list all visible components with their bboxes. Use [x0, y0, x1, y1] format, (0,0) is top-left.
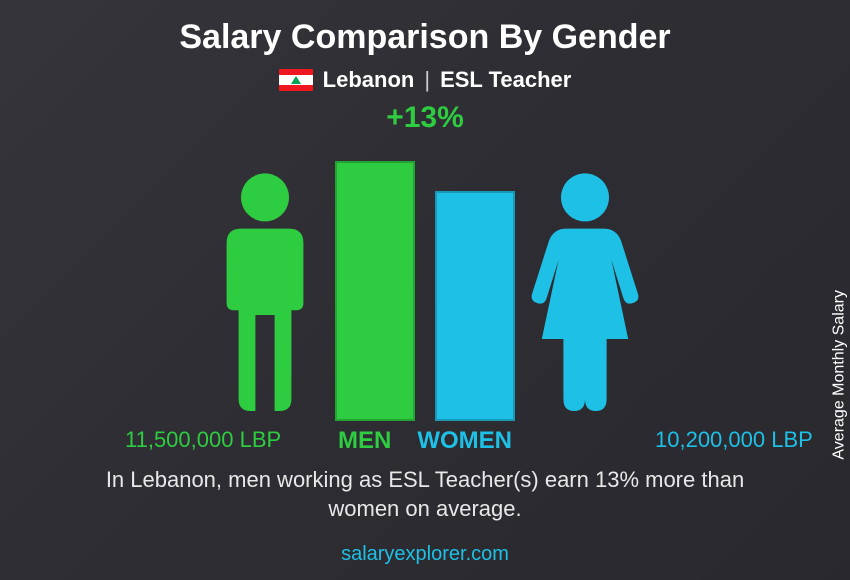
percentage-label: +13%: [386, 101, 464, 135]
flag-icon: [279, 69, 313, 91]
country-label: Lebanon: [323, 67, 415, 93]
separator: |: [424, 67, 430, 93]
bar-women: [435, 191, 515, 421]
women-salary: 10,200,000 LBP: [655, 427, 813, 453]
job-title: ESL Teacher: [440, 67, 571, 93]
bar-group: [335, 161, 515, 421]
men-label: MEN: [338, 427, 391, 455]
women-label: WOMEN: [417, 427, 512, 455]
chart-area: +13% MEN WOMEN 11,500,000 LBP 10,200,000…: [0, 101, 850, 461]
axis-label: Average Monthly Salary: [831, 290, 849, 460]
person-female-icon: [525, 161, 645, 421]
bar-labels: MEN WOMEN: [338, 427, 512, 455]
subtitle-row: Lebanon | ESL Teacher: [0, 67, 850, 93]
women-icon: [525, 161, 645, 421]
page-title: Salary Comparison By Gender: [0, 18, 850, 57]
summary-text: In Lebanon, men working as ESL Teacher(s…: [85, 465, 765, 524]
men-salary: 11,500,000 LBP: [125, 427, 281, 453]
footer-link[interactable]: salaryexplorer.com: [0, 543, 850, 566]
men-icon: [205, 161, 325, 421]
person-male-icon: [205, 161, 325, 421]
bar-men: [335, 161, 415, 421]
